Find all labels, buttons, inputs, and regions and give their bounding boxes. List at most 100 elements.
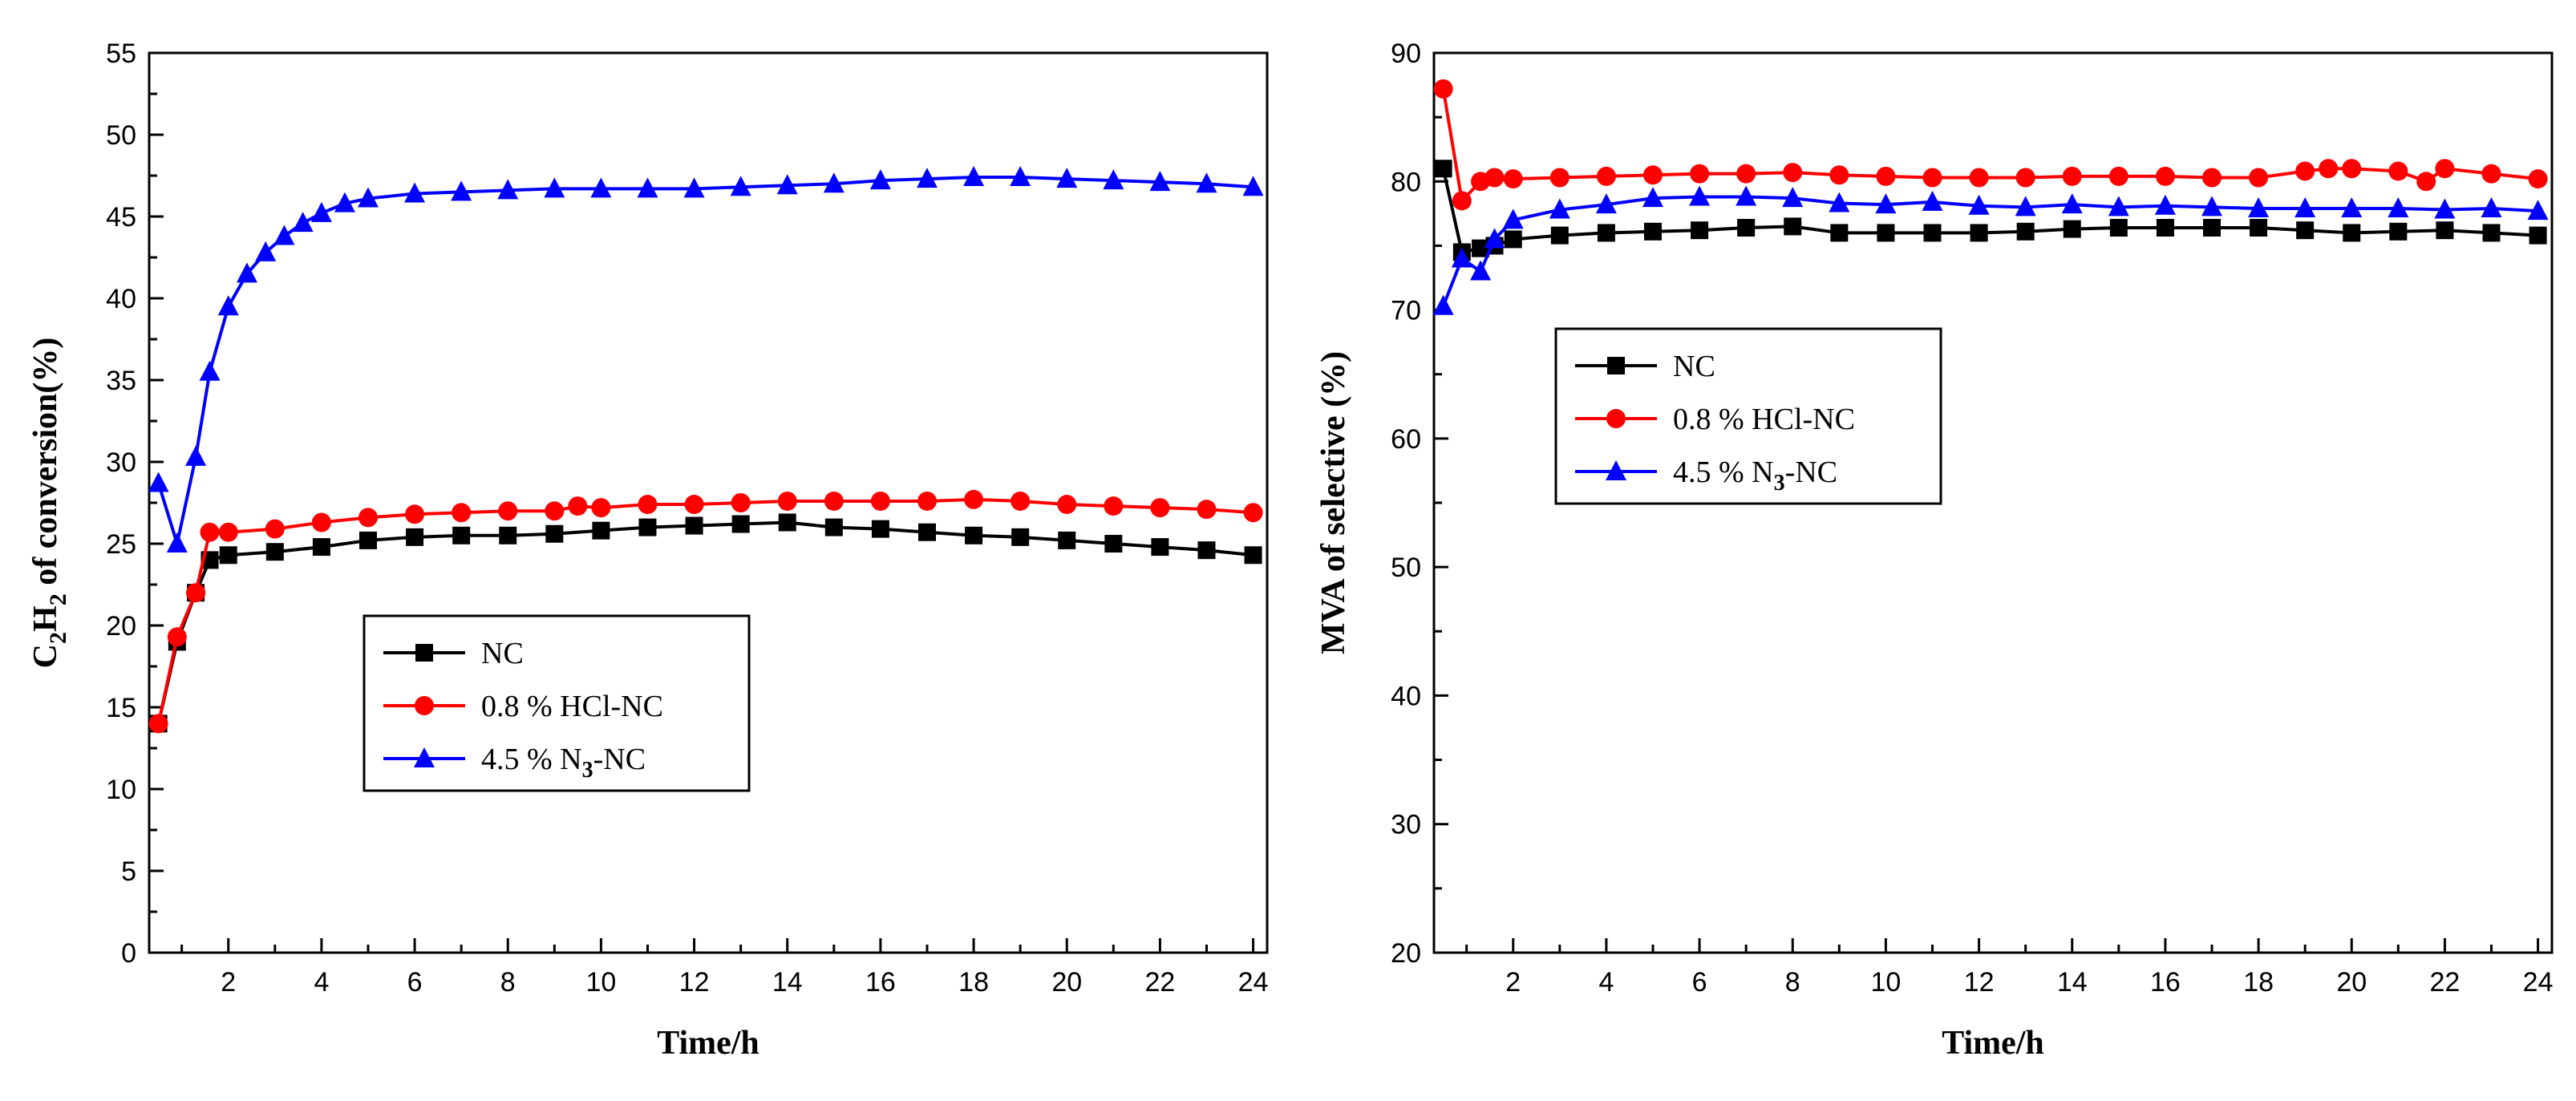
data-point [358, 531, 377, 549]
data-point [451, 180, 472, 201]
data-point [2154, 194, 2176, 215]
x-tick-label: 18 [958, 967, 989, 998]
legend-label-main: 0.8 % HCl-NC [1673, 403, 1855, 436]
data-point [405, 504, 425, 524]
y-axis-title-h: H [27, 605, 64, 632]
y-tick-label: 70 [1391, 296, 1421, 326]
data-point [1197, 500, 1217, 520]
data-point [916, 168, 938, 188]
data-point [358, 508, 378, 528]
data-point [777, 491, 797, 511]
data-point [545, 524, 564, 543]
data-point [1150, 498, 1170, 518]
x-tick-label: 18 [2243, 967, 2274, 998]
data-point [1829, 192, 1850, 213]
data-point [1502, 208, 1524, 229]
x-tick-label: 20 [2336, 967, 2367, 998]
data-point [591, 498, 611, 518]
data-point [236, 262, 257, 283]
x-tick-label: 6 [407, 967, 423, 998]
conversion-chart: 2 4 6 8 10 12 14 16 18 20 22 2405101520253035404550… [27, 38, 1269, 1062]
data-point [1433, 79, 1453, 99]
y-tick-label: 20 [106, 611, 136, 642]
selectivity-chart: 2 4 6 8 10 12 14 16 18 20 22 242030405060708090Time… [1315, 38, 2554, 1062]
data-point [2481, 164, 2501, 184]
data-point [1484, 168, 1505, 188]
legend-swatch-marker [1606, 460, 1626, 480]
data-point [185, 445, 207, 466]
x-tick-label: 2 [221, 967, 236, 998]
data-point [2388, 161, 2408, 181]
legend-label-main: 4.5 % N [481, 743, 582, 776]
series-4-5-n3-nc [1432, 185, 2549, 315]
data-point [1011, 528, 1030, 546]
data-point [2482, 224, 2501, 242]
y-tick-label: 15 [106, 693, 136, 723]
data-point [731, 493, 751, 512]
data-point [310, 201, 332, 222]
series-0-8-hcl-nc [148, 489, 1263, 734]
data-point [1470, 260, 1492, 281]
data-point [2109, 218, 2128, 237]
data-point [2250, 218, 2268, 237]
y-axis-title-rest: of conversion(%) [27, 338, 64, 594]
data-point [292, 212, 314, 233]
data-point [1877, 224, 1895, 242]
data-point [265, 519, 285, 539]
data-point [1057, 495, 1077, 515]
x-tick-label: 14 [772, 967, 803, 998]
data-point [2156, 218, 2174, 237]
y-tick-label: 60 [1391, 424, 1421, 455]
data-point [683, 177, 705, 198]
x-tick-label: 24 [1238, 967, 1269, 998]
data-point [498, 501, 518, 521]
data-point [311, 512, 331, 532]
y-axis-title: MVA of selective (%) [1315, 351, 1352, 654]
data-point [2063, 220, 2081, 238]
legend: NC 0.8 % HCl-NC 4.5 % N3-NC [1554, 327, 1942, 505]
x-tick-label: 10 [1870, 967, 1901, 998]
data-point [1242, 176, 1264, 196]
data-point [186, 583, 206, 603]
data-point [685, 516, 703, 535]
data-point [1104, 496, 1124, 516]
data-point [638, 495, 658, 515]
data-point [404, 182, 426, 203]
data-point [2016, 222, 2035, 241]
legend-swatch-marker [415, 696, 434, 715]
y-tick-label: 20 [1391, 938, 1421, 969]
data-point [1690, 164, 1710, 184]
data-point [1011, 491, 1031, 511]
y-tick-label: 50 [106, 120, 136, 151]
y-axis-title-sub: 2 [45, 632, 71, 644]
x-tick-label: 4 [314, 967, 329, 998]
data-point [2015, 168, 2035, 188]
legend-swatch-marker [414, 747, 435, 767]
data-point [1010, 166, 1031, 187]
data-point [2527, 200, 2549, 221]
data-point [1550, 226, 1569, 245]
data-point [2108, 196, 2129, 217]
x-tick-label: 4 [1598, 967, 1614, 998]
data-point [871, 520, 889, 538]
data-point [1689, 185, 1711, 206]
data-point [1597, 224, 1615, 242]
data-point [497, 179, 519, 200]
data-point [778, 513, 796, 532]
data-point [499, 526, 517, 544]
data-point [1736, 164, 1756, 184]
data-point [917, 523, 936, 541]
x-tick-label: 6 [1692, 967, 1707, 998]
data-point [312, 538, 330, 557]
data-point [965, 526, 983, 544]
data-point [2319, 159, 2339, 179]
series-nc [1434, 160, 2547, 261]
data-point [824, 491, 844, 511]
data-point [568, 496, 588, 516]
data-point [1452, 191, 1472, 211]
legend-label-sub: 3 [582, 758, 593, 783]
x-tick-label: 22 [2429, 967, 2460, 998]
y-tick-label: 40 [106, 284, 136, 314]
data-point [592, 521, 610, 540]
legend-label-rest: -NC [1785, 455, 1837, 489]
